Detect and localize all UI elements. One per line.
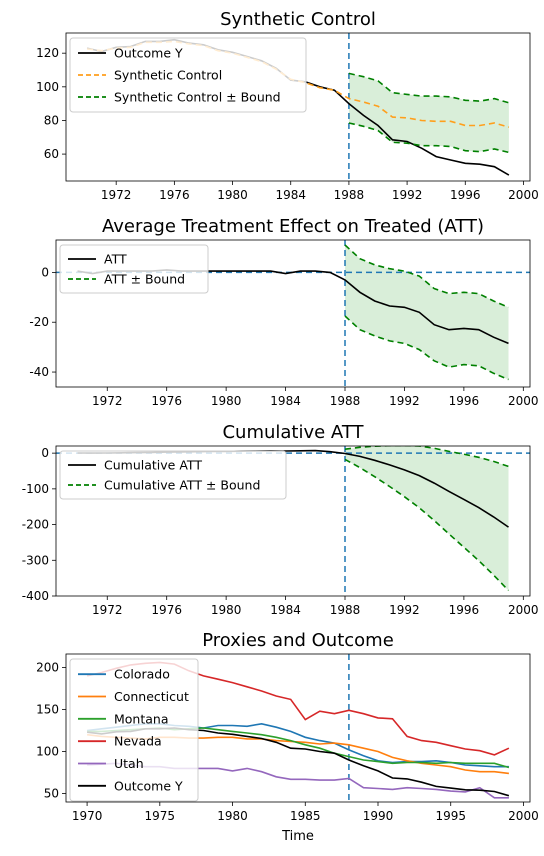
x-tick-label: 1984 — [275, 188, 306, 202]
axes-frame — [55, 239, 531, 388]
y-tick-label: 150 — [36, 703, 59, 717]
x-tick-label: 1988 — [330, 603, 361, 617]
x-tick-label: 1985 — [290, 809, 321, 823]
chart-title: Average Treatment Effect on Treated (ATT… — [102, 216, 484, 237]
x-axis-label: Time — [281, 829, 314, 844]
legend-label: Cumulative ATT ± Bound — [104, 478, 260, 493]
y-tick-label: -300 — [22, 553, 49, 567]
series-line-upper-bound — [344, 446, 509, 468]
legend: Colorado Connecticut Montana Nevada Utah Outc… — [69, 658, 199, 802]
x-tick-label: 1984 — [270, 394, 301, 408]
chart-panel-2: Average Treatment Effect on Treated (ATT… — [29, 216, 538, 408]
y-tick-label: -400 — [22, 589, 49, 603]
y-tick-label: 120 — [36, 46, 59, 60]
x-tick-label: 1976 — [151, 394, 182, 408]
y-tick-label: 0 — [41, 265, 49, 279]
legend-label: Outcome Y — [114, 778, 183, 793]
legend-box — [59, 450, 287, 500]
x-tick-label: 1992 — [389, 603, 420, 617]
legend-label: Montana — [114, 711, 169, 726]
legend-box — [69, 658, 199, 802]
x-tick-label: 2000 — [508, 188, 539, 202]
y-tick-label: 60 — [44, 147, 59, 161]
axes-frame — [55, 445, 531, 597]
y-tick-label: -20 — [29, 315, 49, 329]
x-tick-label: 2000 — [508, 394, 539, 408]
x-tick-label: 1988 — [330, 394, 361, 408]
series-line-lower-bound — [344, 458, 510, 592]
x-tick-label: 1980 — [217, 809, 248, 823]
y-tick-label: 0 — [41, 446, 49, 460]
series-line-lower-bound — [348, 122, 510, 154]
series-line-upper-bound — [348, 72, 510, 104]
x-tick-label: 1990 — [363, 809, 394, 823]
x-tick-label: 1972 — [101, 188, 132, 202]
y-tick-label: -40 — [29, 365, 49, 379]
axes-frame — [65, 32, 531, 182]
legend-label: Outcome Y — [114, 46, 183, 61]
x-tick-label: 1996 — [449, 603, 480, 617]
x-tick-label: 1976 — [151, 603, 182, 617]
legend-label: Connecticut — [114, 689, 189, 704]
x-tick-label: 1972 — [92, 603, 123, 617]
x-tick-label: 1996 — [449, 394, 480, 408]
y-tick-label: 100 — [36, 80, 59, 94]
chart-title: Proxies and Outcome — [202, 630, 394, 651]
legend-box — [59, 244, 209, 294]
legend-label: Nevada — [114, 734, 162, 749]
x-tick-label: 1992 — [389, 394, 420, 408]
y-tick-label: 200 — [36, 660, 59, 674]
axes-frame — [65, 653, 531, 803]
legend-label: Synthetic Control ± Bound — [114, 90, 281, 105]
x-tick-label: 1972 — [92, 394, 123, 408]
x-tick-label: 2000 — [508, 603, 539, 617]
y-tick-label: -200 — [22, 518, 49, 532]
x-tick-label: 1975 — [145, 809, 176, 823]
legend-label: Colorado — [114, 667, 170, 682]
legend: Cumulative ATT Cumulative ATT ± Bound — [59, 450, 287, 500]
confidence-band — [348, 73, 509, 153]
x-tick-label: 1996 — [450, 188, 481, 202]
x-tick-label: 1992 — [392, 188, 423, 202]
x-tick-label: 1988 — [334, 188, 365, 202]
chart-panel-1: Synthetic Control 1972 1976 1980 1984 1988 199… — [36, 9, 539, 202]
x-tick-label: 1995 — [435, 809, 466, 823]
y-tick-label: 100 — [36, 745, 59, 759]
x-tick-label: 1980 — [211, 394, 242, 408]
y-tick-label: -100 — [22, 482, 49, 496]
series-line-upper-bound — [344, 244, 509, 309]
legend: ATT ATT ± Bound — [59, 244, 209, 294]
series-line-lower-bound — [344, 315, 509, 381]
chart-title: Synthetic Control — [220, 9, 376, 30]
x-tick-label: 1970 — [72, 809, 103, 823]
x-tick-label: 2000 — [508, 809, 539, 823]
legend-label: ATT — [104, 252, 127, 267]
x-tick-label: 1976 — [159, 188, 190, 202]
chart-panel-4: Proxies and Outcome 1970 1975 1980 1985 1990 1… — [36, 630, 539, 844]
confidence-band — [345, 245, 509, 380]
x-tick-label: 1984 — [270, 603, 301, 617]
y-tick-label: 50 — [44, 787, 59, 801]
y-tick-label: 80 — [44, 113, 59, 127]
legend-label: ATT ± Bound — [104, 272, 185, 287]
x-tick-label: 1980 — [217, 188, 248, 202]
legend-box — [69, 37, 307, 113]
legend-label: Synthetic Control — [114, 68, 222, 83]
legend-label: Cumulative ATT — [104, 458, 202, 473]
chart-panel-3: Cumulative ATT 1972 1976 1980 1984 1988 1992 19… — [22, 422, 539, 617]
confidence-band — [345, 446, 509, 591]
legend-label: Utah — [114, 756, 144, 771]
legend: Outcome Y Synthetic Control Synthetic Cont… — [69, 37, 307, 113]
x-tick-label: 1980 — [211, 603, 242, 617]
chart-title: Cumulative ATT — [222, 422, 364, 443]
